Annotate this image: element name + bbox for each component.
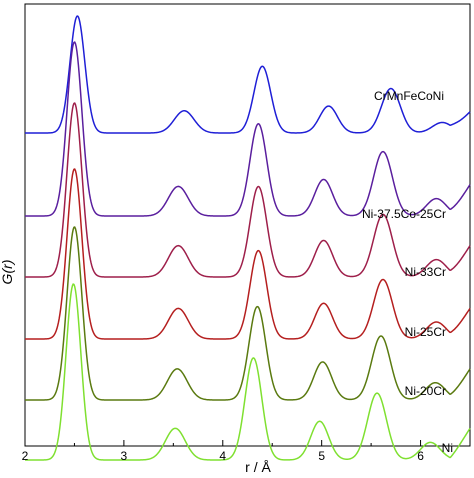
series-label: Ni	[442, 441, 453, 455]
series-line-crmnfeconi	[25, 15, 471, 134]
series-line-ni	[25, 283, 471, 461]
series-line-ni-37-5co-25cr	[25, 41, 471, 217]
series-label: Ni-25Cr	[405, 325, 446, 339]
x-tick-label: 3	[121, 449, 128, 463]
x-tick-label: 6	[417, 449, 424, 463]
series-label: Ni-37.5Co-25Cr	[362, 207, 446, 221]
series-group	[25, 15, 471, 461]
series-label: CrMnFeCoNi	[374, 89, 444, 103]
x-tick-label: 5	[318, 449, 325, 463]
x-axis-title: r / Å	[245, 459, 271, 475]
x-tick-label: 2	[22, 449, 29, 463]
series-label: Ni-20Cr	[405, 384, 446, 398]
x-tick-label: 4	[219, 449, 226, 463]
series-line-ni-20cr	[25, 226, 471, 401]
y-axis-title: G(r)	[0, 260, 15, 285]
series-label: Ni-33Cr	[405, 265, 446, 279]
x-axis-ticks: 2 3 4 5 6	[22, 440, 424, 463]
plot-frame	[24, 3, 471, 447]
series-labels: CrMnFeCoNi Ni-37.5Co-25Cr Ni-33Cr Ni-25Cr Ni…	[362, 89, 453, 455]
series-line-ni-33cr	[25, 102, 471, 278]
series-line-ni-25cr	[25, 168, 471, 340]
